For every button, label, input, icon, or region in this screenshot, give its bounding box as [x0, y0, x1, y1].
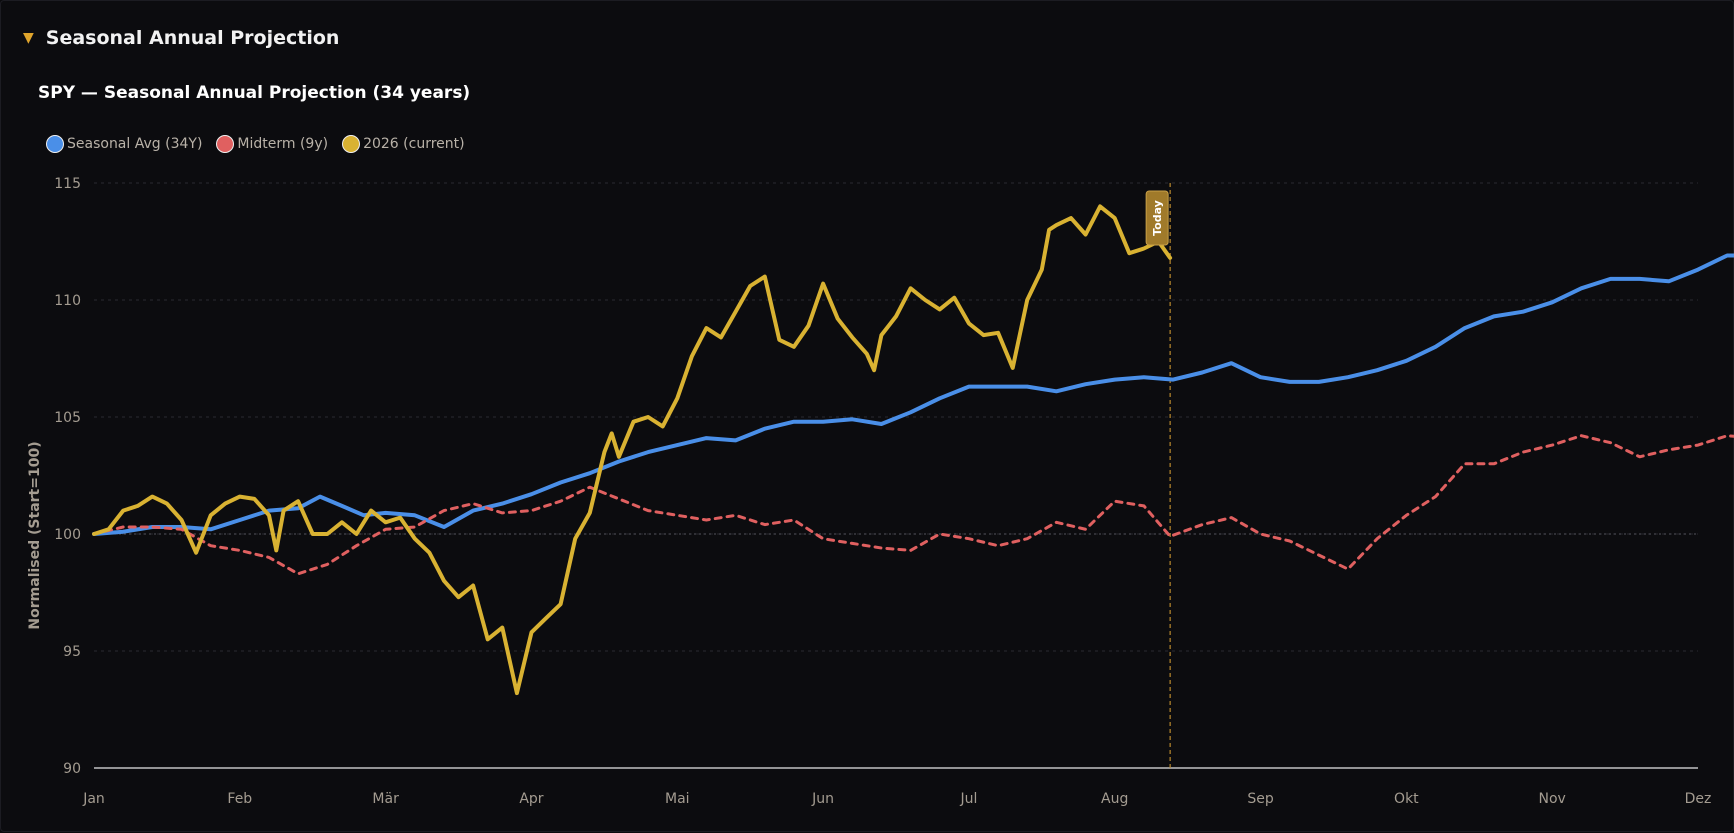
- x-tick-label: Jul: [959, 791, 977, 807]
- seasonal-avg-line: [92, 253, 1734, 536]
- y-tick-label: 110: [54, 293, 81, 309]
- legend-swatch-midterm: [216, 135, 235, 153]
- y-tick-label: 95: [63, 644, 81, 660]
- midterm-line: [92, 434, 1734, 576]
- x-tick-label: Dez: [1685, 791, 1712, 807]
- y-tick-label: 90: [63, 761, 81, 777]
- x-tick-label: Mai: [665, 791, 690, 807]
- legend-swatch-seasonal-avg: [46, 135, 64, 153]
- legend-label: Midterm (9y): [237, 136, 329, 152]
- today-badge: [1145, 190, 1169, 246]
- caret-down-icon: ▼: [23, 30, 34, 46]
- legend-label: Seasonal Avg (34Y): [67, 136, 203, 152]
- x-tick-label: Aug: [1101, 791, 1128, 807]
- y-tick-label: 100: [54, 527, 81, 543]
- legend-item-midterm[interactable]: Midterm (9y): [216, 135, 328, 153]
- x-tick-label: Apr: [519, 791, 543, 807]
- legend-item-current-year[interactable]: 2026 (current): [342, 135, 465, 153]
- section-toggle[interactable]: ▼ Seasonal Annual Projection: [23, 27, 339, 49]
- x-tick-label: Nov: [1539, 791, 1566, 807]
- y-tick-label: 115: [54, 176, 81, 192]
- section-title: Seasonal Annual Projection: [45, 27, 340, 49]
- legend-item-seasonal-avg[interactable]: Seasonal Avg (34Y): [46, 135, 202, 153]
- x-tick-label: Sep: [1247, 791, 1274, 807]
- legend-label: 2026 (current): [363, 136, 465, 152]
- x-tick-label: Jun: [811, 791, 834, 807]
- x-tick-label: Okt: [1394, 791, 1419, 807]
- current-year-line: [92, 204, 1173, 696]
- x-tick-label: Mär: [372, 791, 399, 807]
- legend-swatch-current-year: [342, 135, 361, 153]
- x-tick-label: Feb: [227, 791, 252, 807]
- x-tick-label: Jan: [82, 791, 105, 807]
- y-axis-title: Normalised (Start=100): [27, 441, 43, 629]
- chart-legend: Seasonal Avg (34Y) Midterm (9y) 2026 (cu…: [46, 135, 479, 153]
- today-label: Today: [1151, 200, 1164, 236]
- y-tick-label: 105: [54, 410, 81, 426]
- chart-title: SPY — Seasonal Annual Projection (34 yea…: [38, 83, 471, 103]
